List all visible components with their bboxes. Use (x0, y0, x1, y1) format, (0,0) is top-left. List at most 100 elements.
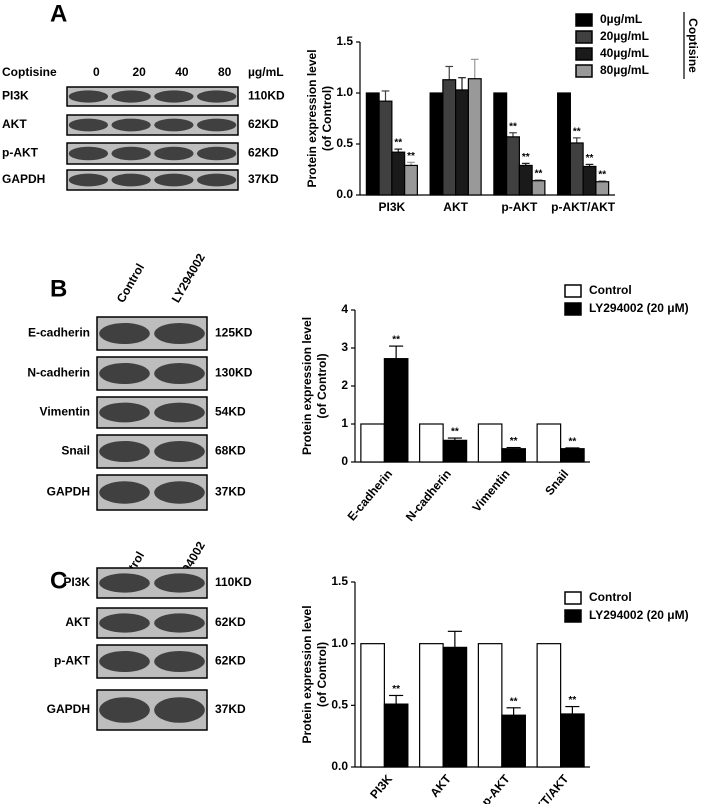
band (111, 118, 151, 132)
bar (477, 643, 503, 768)
row-size: 62KD (248, 117, 279, 131)
y-tick-label: 2 (341, 378, 348, 392)
lane-label: 40 (175, 65, 189, 79)
bar (560, 448, 585, 463)
legend-swatch (564, 284, 582, 298)
row-name: E-cadherin (28, 326, 90, 340)
significance: ** (407, 151, 415, 162)
legend-swatch (564, 591, 582, 605)
row-name: PI3K (63, 575, 90, 589)
y-tick-label: 1.5 (336, 34, 353, 48)
legend-label: 0µg/mL (600, 12, 642, 26)
bar (560, 713, 585, 768)
bar (493, 92, 508, 196)
significance: ** (394, 138, 402, 149)
band (196, 146, 237, 161)
band (111, 90, 151, 103)
band (154, 573, 205, 593)
bar (442, 79, 457, 196)
band (68, 146, 109, 161)
significance: ** (510, 436, 518, 447)
bar (442, 439, 468, 463)
band (99, 650, 150, 673)
y-tick-label: 1.0 (331, 636, 348, 650)
y-tick-label: 0 (341, 454, 348, 468)
band (99, 613, 150, 633)
y-tick-label: 4 (341, 302, 348, 316)
lane-label: 20 (132, 65, 146, 79)
legend-label: 80µg/mL (600, 63, 649, 77)
blot-box (66, 169, 239, 191)
band (99, 322, 150, 345)
band (154, 650, 205, 673)
x-tick-label: p-AKT (501, 200, 538, 214)
bar (501, 448, 526, 463)
y-axis-label: Protein expression level (305, 49, 319, 187)
band (111, 173, 151, 187)
band (154, 322, 205, 345)
legend-swatch (564, 302, 582, 316)
lane-label: LY294002 (169, 251, 208, 305)
row-name: GAPDH (47, 485, 90, 499)
legend-label: 20µg/mL (600, 29, 649, 43)
significance: ** (392, 684, 400, 695)
legend-label: LY294002 (20 μM) (589, 608, 689, 622)
x-tick-label: AKT (427, 771, 454, 799)
panel-letter: B (50, 275, 67, 302)
row-size: 37KD (215, 485, 246, 499)
row-size: 110KD (215, 575, 252, 589)
lane-label: Control (114, 261, 147, 305)
x-tick-label: PI3K (379, 200, 406, 214)
bar (404, 164, 418, 196)
legend-label: LY294002 (20 μM) (589, 301, 689, 315)
row-name: GAPDH (47, 702, 90, 716)
blot-box (66, 86, 239, 107)
legend-title: Coptisine (686, 18, 700, 73)
band (111, 146, 151, 161)
band (154, 402, 205, 423)
row-name: p-AKT (54, 654, 91, 668)
band (99, 440, 150, 463)
y-tick-label: 3 (341, 340, 348, 354)
row-size: 62KD (248, 146, 279, 160)
bar (455, 89, 469, 196)
significance: ** (568, 437, 576, 448)
y-axis-label: Protein expression level (300, 317, 314, 455)
bar (501, 714, 526, 768)
legend-label: Control (589, 590, 632, 604)
row-name: AKT (2, 117, 27, 131)
y-tick-label: 1 (341, 416, 348, 430)
bar (378, 100, 393, 196)
significance: ** (510, 696, 518, 707)
row-name: N-cadherin (27, 366, 90, 380)
bar (383, 358, 409, 463)
bar (557, 92, 571, 196)
band (196, 173, 237, 187)
band (196, 90, 237, 103)
panel-letter: A (50, 0, 67, 27)
row-size: 68KD (215, 444, 246, 458)
x-tick-label: p-AKT (479, 771, 513, 804)
row-name: p-AKT (2, 146, 39, 160)
bar (429, 92, 444, 196)
band (154, 146, 194, 161)
significance: ** (509, 121, 517, 132)
row-size: 125KD (215, 326, 253, 340)
y-tick-label: 0.5 (336, 136, 353, 150)
band (154, 118, 194, 132)
row-name: Vimentin (40, 405, 90, 419)
y-tick-label: 0.0 (331, 759, 348, 773)
y-axis-label: Protein expression level (300, 605, 314, 743)
y-tick-label: 0.0 (336, 187, 353, 201)
panel-letter: C (50, 567, 67, 594)
blot-header: Coptisine (2, 65, 57, 79)
band (154, 481, 205, 504)
bar (477, 423, 503, 463)
bar (569, 142, 584, 196)
bar (506, 136, 520, 196)
significance: ** (535, 168, 543, 179)
row-size: 37KD (215, 702, 246, 716)
significance: ** (598, 169, 606, 180)
bar (518, 164, 533, 196)
